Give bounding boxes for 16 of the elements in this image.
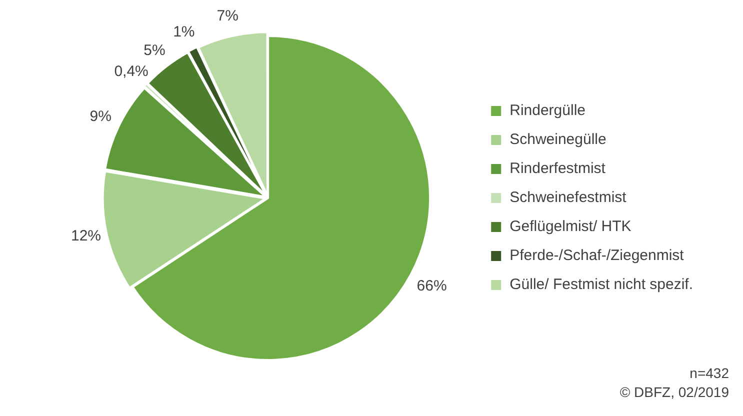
legend-label: Geflügelmist/ HTK [510,218,632,236]
data-label: 0,4% [114,63,148,80]
data-label: 9% [90,108,112,126]
data-label: 5% [144,42,166,59]
text: © DBFZ, 02/2019 [620,383,729,402]
text: n=432 [688,364,729,383]
data-label: 66% [416,277,447,294]
legend-label: Schweinefestmist [510,189,628,206]
data-label: 12% [70,227,102,244]
data-label: 7% [216,8,238,25]
legend-label: Rinderfestmist [510,160,606,178]
legend-label: Schweinegülle [510,131,606,148]
legend-label: Rindergülle [510,102,586,120]
legend-label: Pferde-/Schaf-/Ziegenmist [510,247,685,264]
legend-label: Gülle/ Festmist nicht spezif. [510,276,694,294]
data-label: 1% [173,23,195,40]
